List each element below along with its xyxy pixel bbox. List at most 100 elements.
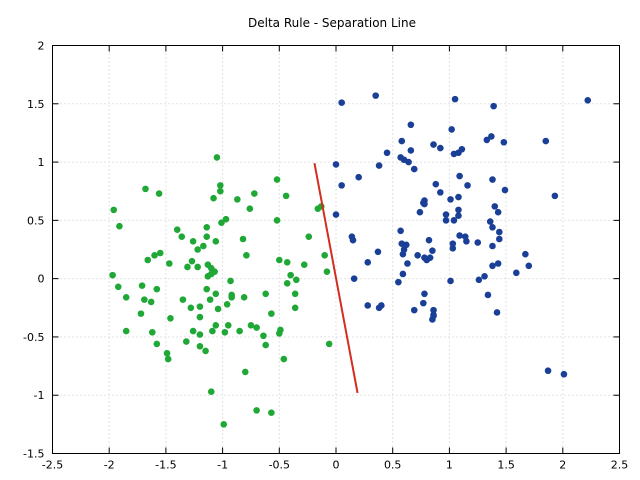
data-point [398, 137, 406, 145]
data-point [426, 254, 434, 261]
data-point [268, 310, 275, 317]
data-point [407, 121, 415, 129]
data-point [486, 218, 494, 225]
data-point [300, 261, 308, 268]
data-point [221, 328, 229, 336]
data-point [483, 136, 491, 144]
x-tick-label: -2.5 [42, 459, 63, 472]
data-point [525, 262, 533, 270]
data-point [414, 252, 421, 259]
data-point [464, 182, 471, 189]
data-point [276, 256, 283, 264]
data-point [203, 285, 211, 293]
data-point [220, 421, 228, 428]
x-tick-label: 1.5 [497, 459, 515, 472]
data-point [430, 141, 437, 148]
data-point [253, 407, 260, 414]
y-tick-label: 2 [38, 40, 45, 53]
y-tick-label: -0.5 [23, 331, 44, 344]
data-point [494, 260, 502, 267]
x-tick-label: 0 [333, 459, 340, 472]
data-point [251, 190, 258, 197]
gridlines [52, 45, 620, 454]
data-point [493, 309, 501, 316]
y-tick-label: -1.5 [23, 448, 44, 461]
data-point [163, 349, 171, 357]
data-point [495, 235, 503, 243]
data-point [397, 227, 404, 235]
data-point [410, 306, 418, 314]
data-point [167, 314, 174, 322]
data-point [395, 278, 402, 286]
x-tick-label: 1 [446, 459, 453, 472]
data-point [456, 172, 463, 180]
data-point [153, 285, 161, 293]
data-point [283, 259, 291, 266]
data-point [323, 268, 331, 275]
data-point [212, 321, 220, 329]
data-point [488, 133, 495, 140]
data-point [421, 290, 428, 298]
data-point [109, 271, 116, 279]
data-point [203, 233, 211, 240]
separation-line [313, 163, 359, 394]
data-point [293, 276, 300, 284]
data-point [155, 190, 163, 197]
data-point [437, 189, 444, 196]
data-point [189, 327, 197, 335]
data-point [262, 341, 269, 349]
data-point [184, 263, 191, 271]
data-point [305, 233, 313, 240]
chart-title: Delta Rule - Separation Line [248, 16, 416, 30]
data-point [425, 236, 433, 244]
y-tick-label: 0 [38, 273, 45, 286]
data-point [404, 260, 411, 267]
data-point [544, 367, 552, 375]
data-point [217, 187, 224, 195]
data-point [260, 332, 267, 340]
x-tick-label: -1 [217, 459, 228, 472]
data-point [196, 331, 204, 338]
data-point [410, 165, 418, 173]
x-tick-label: 2.5 [611, 459, 629, 472]
data-point [212, 238, 220, 245]
data-point [442, 211, 450, 218]
data-point [156, 249, 164, 257]
data-point [551, 192, 559, 200]
data-point [455, 193, 462, 201]
x-tick-label: 0.5 [384, 459, 402, 472]
data-point [217, 182, 224, 189]
data-point [122, 327, 130, 335]
data-point [214, 305, 222, 313]
data-point [405, 158, 412, 166]
data-point [542, 137, 550, 145]
data-point [349, 236, 357, 244]
data-point [151, 252, 158, 259]
data-point [283, 280, 291, 287]
y-tick-label: 0.5 [27, 214, 45, 227]
data-point [291, 304, 299, 312]
data-point [240, 293, 248, 301]
data-point [522, 250, 529, 258]
x-tick-label: -2 [104, 459, 115, 472]
data-point [372, 92, 379, 99]
data-point [144, 256, 152, 264]
data-point [495, 228, 503, 236]
data-point [222, 215, 230, 223]
data-point [355, 173, 362, 181]
data-point [291, 290, 299, 298]
data-point [234, 196, 241, 203]
data-point [137, 310, 145, 317]
data-point [332, 211, 340, 218]
data-point [183, 338, 190, 345]
axis-ticks: -2.5 -2 -1.5 -1 -0.5 0 0.5 1 1.5 2 2.5 -1.5 -1 -0.5 0 0… [23, 40, 628, 472]
data-point [432, 180, 440, 188]
data-point [277, 326, 284, 334]
data-point [178, 233, 186, 240]
data-point [374, 248, 382, 256]
data-point [247, 321, 255, 329]
data-point [338, 99, 345, 106]
data-point [164, 355, 172, 363]
